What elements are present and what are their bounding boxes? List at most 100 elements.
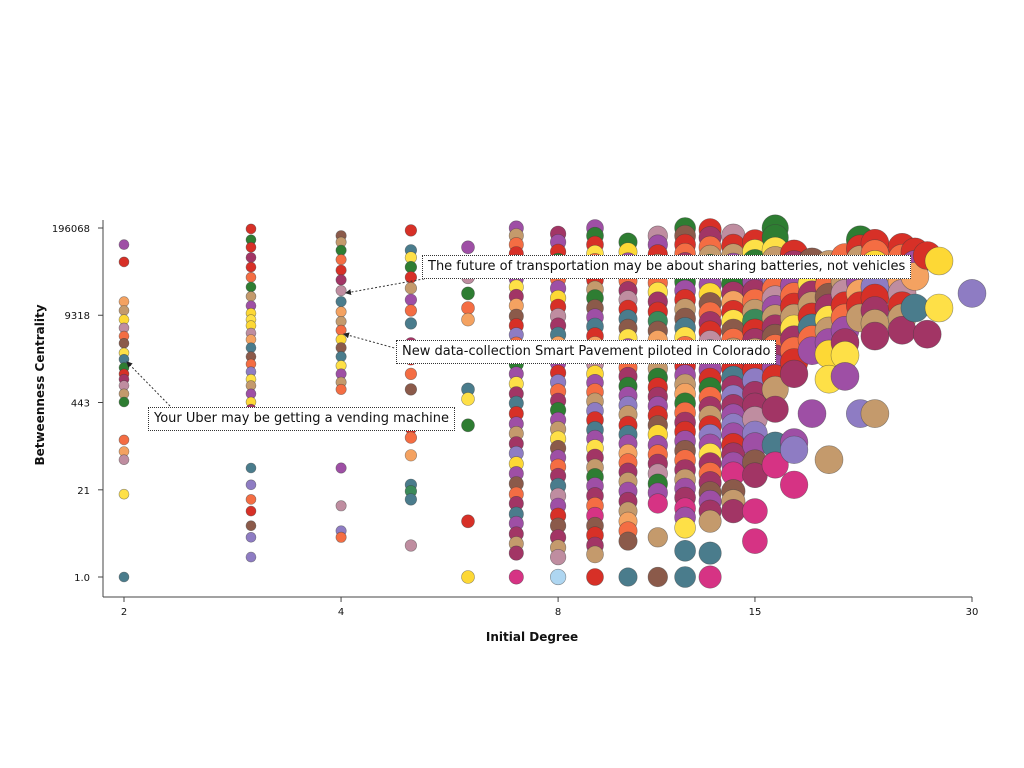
data-point[interactable] <box>245 494 257 505</box>
data-point[interactable] <box>118 571 130 583</box>
annotation-arrows <box>126 275 441 407</box>
data-point[interactable] <box>830 362 860 391</box>
data-point[interactable] <box>674 566 696 588</box>
data-point[interactable] <box>118 488 130 500</box>
data-point[interactable] <box>586 568 604 586</box>
data-point[interactable] <box>245 551 257 563</box>
y-tick-label: 21 <box>77 486 90 497</box>
data-point[interactable] <box>245 242 257 253</box>
data-point[interactable] <box>549 568 567 586</box>
data-point[interactable] <box>779 470 809 499</box>
data-point[interactable] <box>698 541 722 565</box>
data-point[interactable] <box>814 445 844 475</box>
data-point[interactable] <box>245 261 257 273</box>
data-point[interactable] <box>618 567 638 587</box>
data-point[interactable] <box>698 509 722 533</box>
annotation-arrow-uber <box>126 361 171 407</box>
data-point[interactable] <box>245 291 257 302</box>
data-point[interactable] <box>779 435 809 464</box>
data-point[interactable] <box>404 293 418 306</box>
data-point[interactable] <box>118 256 130 268</box>
data-point[interactable] <box>860 399 890 428</box>
data-point[interactable] <box>742 498 768 524</box>
data-point[interactable] <box>797 399 827 428</box>
data-point[interactable] <box>118 239 130 250</box>
annotation-smart-pavement: New data-collection Smart Pavement pilot… <box>396 340 777 364</box>
data-point[interactable] <box>647 527 668 548</box>
data-point[interactable] <box>860 321 890 351</box>
annotation-transportation: The future of transportation may be abou… <box>422 255 912 279</box>
data-point[interactable] <box>245 531 257 543</box>
data-point[interactable] <box>118 396 130 408</box>
y-tick-label: 196068 <box>52 224 90 235</box>
data-point[interactable] <box>404 449 418 462</box>
data-point[interactable] <box>335 244 347 256</box>
data-point[interactable] <box>245 505 257 517</box>
data-point[interactable] <box>508 569 524 585</box>
data-point[interactable] <box>647 566 668 588</box>
data-point[interactable] <box>779 359 809 389</box>
data-point[interactable] <box>335 531 347 543</box>
data-point[interactable] <box>761 395 789 423</box>
data-point[interactable] <box>674 516 696 539</box>
data-point[interactable] <box>335 285 347 297</box>
data-point[interactable] <box>404 431 418 444</box>
data-point[interactable] <box>549 548 567 566</box>
data-point[interactable] <box>335 264 347 276</box>
data-point[interactable] <box>335 254 347 266</box>
data-point[interactable] <box>461 301 475 315</box>
data-point[interactable] <box>335 296 347 308</box>
data-point[interactable] <box>335 383 347 395</box>
data-point[interactable] <box>245 479 257 491</box>
data-point[interactable] <box>761 451 789 479</box>
x-tick-label: 2 <box>121 607 127 618</box>
data-point[interactable] <box>404 383 418 396</box>
data-point[interactable] <box>924 246 954 276</box>
data-point[interactable] <box>461 570 475 584</box>
data-point[interactable] <box>461 514 475 529</box>
data-point[interactable] <box>461 286 475 301</box>
data-point[interactable] <box>118 305 130 316</box>
data-point[interactable] <box>245 252 257 263</box>
data-point[interactable] <box>924 293 954 323</box>
data-point[interactable] <box>674 539 696 562</box>
data-point[interactable] <box>245 281 257 293</box>
data-point[interactable] <box>647 493 668 514</box>
data-point[interactable] <box>335 462 347 474</box>
data-point[interactable] <box>335 274 347 286</box>
data-point[interactable] <box>404 317 418 330</box>
data-point[interactable] <box>957 279 987 308</box>
data-point[interactable] <box>245 271 257 283</box>
data-point[interactable] <box>461 418 475 433</box>
data-point[interactable] <box>404 282 418 295</box>
data-point[interactable] <box>335 500 347 512</box>
data-point[interactable] <box>404 261 418 274</box>
data-point[interactable] <box>404 224 418 237</box>
data-point[interactable] <box>245 520 257 532</box>
data-point[interactable] <box>118 434 130 446</box>
data-point[interactable] <box>618 531 638 551</box>
data-point[interactable] <box>461 240 475 255</box>
data-point[interactable] <box>404 367 418 381</box>
data-point[interactable] <box>118 454 130 466</box>
annotation-arrow-smart-pavement <box>343 332 399 350</box>
data-point[interactable] <box>245 342 257 354</box>
data-point[interactable] <box>742 528 768 554</box>
data-point[interactable] <box>461 312 475 327</box>
y-tick-label: 443 <box>71 398 90 409</box>
data-point[interactable] <box>698 565 722 589</box>
data-point[interactable] <box>118 296 130 307</box>
data-point[interactable] <box>912 319 942 349</box>
data-point[interactable] <box>118 337 130 349</box>
data-point[interactable] <box>335 324 347 336</box>
data-point[interactable] <box>245 223 257 235</box>
data-point[interactable] <box>461 392 475 406</box>
data-point[interactable] <box>404 493 418 506</box>
data-point[interactable] <box>335 306 347 318</box>
data-point[interactable] <box>508 545 524 561</box>
data-point[interactable] <box>586 545 604 564</box>
data-point[interactable] <box>404 539 418 552</box>
data-point[interactable] <box>721 499 746 524</box>
data-point[interactable] <box>245 462 257 474</box>
data-point[interactable] <box>404 304 418 317</box>
